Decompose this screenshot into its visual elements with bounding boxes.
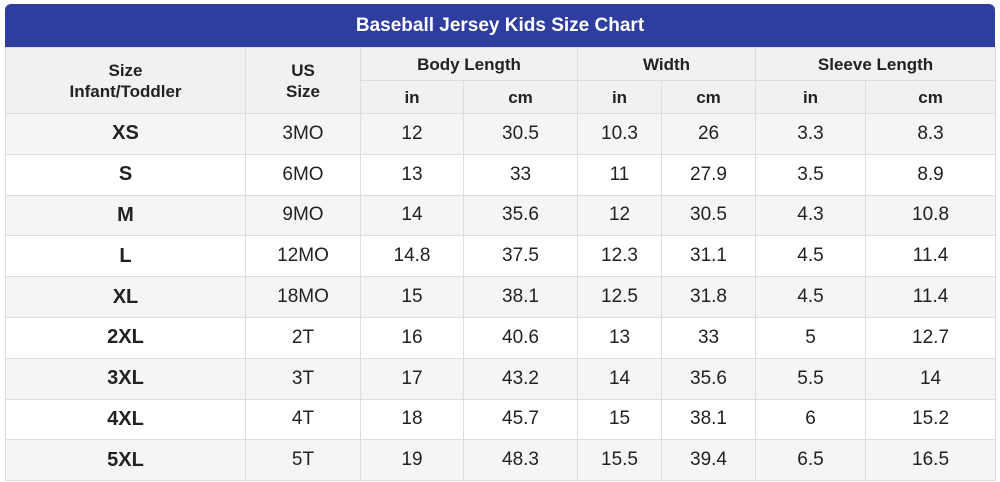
value-cell: 48.3	[462, 439, 579, 482]
value-cell: 13	[360, 153, 464, 196]
data-row: 3XL 3T 17 43.2 14 35.6 5.5 14	[5, 357, 997, 400]
unit-header: in	[577, 80, 663, 114]
column-header: Width	[577, 47, 757, 81]
value-cell: 12	[360, 113, 464, 155]
value-cell: 6MO	[245, 153, 361, 196]
value-cell: 15	[577, 398, 663, 441]
size-cell: M	[5, 194, 246, 237]
column-header: Body Length	[359, 47, 579, 81]
value-cell: 26	[661, 113, 757, 155]
unit-header: cm	[661, 80, 757, 114]
value-cell: 38.1	[661, 398, 757, 441]
value-cell: 33	[661, 316, 757, 359]
value-cell: 19	[360, 439, 464, 482]
value-cell: 9MO	[245, 194, 361, 237]
size-cell: XS	[5, 113, 246, 155]
value-cell: 30.5	[661, 194, 757, 237]
value-cell: 6	[755, 398, 867, 441]
value-cell: 14.8	[360, 235, 464, 278]
value-cell: 31.1	[661, 235, 757, 278]
header-row: Size Infant/Toddler US Size Body Length Wid…	[5, 47, 997, 114]
value-cell: 3T	[245, 357, 361, 400]
value-cell: 12.5	[577, 276, 663, 318]
value-cell: 30.5	[462, 113, 579, 155]
value-cell: 38.1	[462, 276, 579, 318]
value-cell: 5	[755, 316, 867, 359]
value-cell: 5.5	[755, 357, 867, 400]
value-cell: 18MO	[245, 276, 361, 318]
unit-header: cm	[462, 80, 579, 114]
value-cell: 12.3	[577, 235, 663, 278]
value-cell: 16	[360, 316, 464, 359]
value-cell: 8.9	[865, 153, 997, 196]
data-row: XL 18MO 15 38.1 12.5 31.8 4.5 11.4	[5, 276, 997, 318]
value-cell: 39.4	[661, 439, 757, 482]
value-cell: 35.6	[462, 194, 579, 237]
value-cell: 11.4	[865, 235, 997, 278]
value-cell: 10.8	[865, 194, 997, 237]
size-cell: 5XL	[5, 439, 246, 482]
size-cell: 3XL	[5, 357, 246, 400]
value-cell: 4.5	[755, 235, 867, 278]
value-cell: 12	[577, 194, 663, 237]
value-cell: 3.3	[755, 113, 867, 155]
size-cell: 2XL	[5, 316, 246, 359]
value-cell: 15.2	[865, 398, 997, 441]
value-cell: 5T	[245, 439, 361, 482]
value-cell: 40.6	[462, 316, 579, 359]
data-row: L 12MO 14.8 37.5 12.3 31.1 4.5 11.4	[5, 235, 997, 278]
column-header: Size Infant/Toddler	[5, 47, 246, 114]
unit-header: in	[360, 80, 464, 114]
size-table: Size Infant/Toddler US Size Body Length Wid…	[5, 47, 997, 482]
value-cell: 18	[360, 398, 464, 441]
value-cell: 11.4	[865, 276, 997, 318]
value-cell: 17	[360, 357, 464, 400]
value-cell: 15	[360, 276, 464, 318]
value-cell: 4T	[245, 398, 361, 441]
unit-header: in	[755, 80, 867, 114]
value-cell: 14	[865, 357, 997, 400]
value-cell: 4.5	[755, 276, 867, 318]
column-header: US Size	[245, 47, 361, 114]
value-cell: 6.5	[755, 439, 867, 482]
unit-header: cm	[865, 80, 997, 114]
value-cell: 31.8	[661, 276, 757, 318]
value-cell: 14	[360, 194, 464, 237]
value-cell: 27.9	[661, 153, 757, 196]
size-cell: 4XL	[5, 398, 246, 441]
value-cell: 13	[577, 316, 663, 359]
data-row: S 6MO 13 33 11 27.9 3.5 8.9	[5, 153, 997, 196]
data-row: XS 3MO 12 30.5 10.3 26 3.3 8.3	[5, 113, 997, 155]
value-cell: 37.5	[462, 235, 579, 278]
value-cell: 2T	[245, 316, 361, 359]
value-cell: 10.3	[577, 113, 663, 155]
value-cell: 12MO	[245, 235, 361, 278]
value-cell: 14	[577, 357, 663, 400]
value-cell: 11	[577, 153, 663, 196]
value-cell: 8.3	[865, 113, 997, 155]
data-row: M 9MO 14 35.6 12 30.5 4.3 10.8	[5, 194, 997, 237]
unit-row: in cm in cm in cm	[6, 80, 997, 114]
value-cell: 3.5	[755, 153, 867, 196]
value-cell: 15.5	[577, 439, 663, 482]
value-cell: 33	[462, 153, 579, 196]
size-cell: L	[5, 235, 246, 278]
column-header: Sleeve Length	[755, 47, 997, 81]
size-chart: Baseball Jersey Kids Size Chart Size Inf…	[5, 4, 997, 482]
chart-title: Baseball Jersey Kids Size Chart	[5, 4, 995, 47]
value-cell: 16.5	[865, 439, 997, 482]
value-cell: 3MO	[245, 113, 361, 155]
size-cell: S	[5, 153, 246, 196]
value-cell: 35.6	[661, 357, 757, 400]
value-cell: 4.3	[755, 194, 867, 237]
value-cell: 43.2	[462, 357, 579, 400]
data-row: 2XL 2T 16 40.6 13 33 5 12.7	[5, 316, 997, 359]
value-cell: 12.7	[865, 316, 997, 359]
size-cell: XL	[5, 276, 246, 318]
value-cell: 45.7	[462, 398, 579, 441]
data-row: 5XL 5T 19 48.3 15.5 39.4 6.5 16.5	[5, 439, 997, 482]
data-row: 4XL 4T 18 45.7 15 38.1 6 15.2	[5, 398, 997, 441]
